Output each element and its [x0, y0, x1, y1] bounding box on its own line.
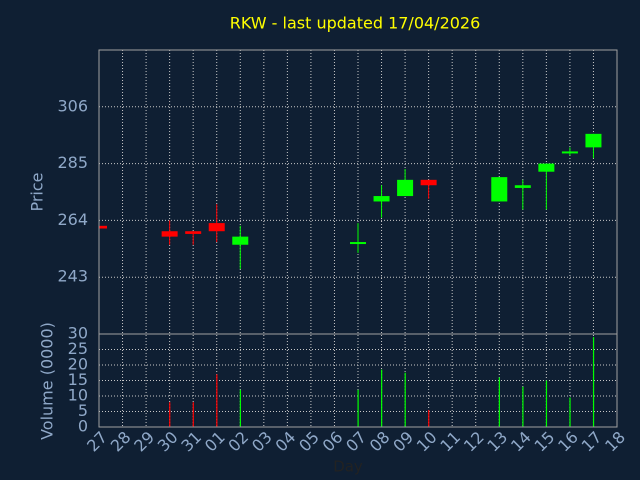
- volume-bar: [216, 374, 218, 427]
- x-axis-label: Day: [333, 458, 363, 476]
- candle-body: [350, 242, 366, 245]
- candle-body: [514, 185, 531, 188]
- volume-bar: [239, 389, 241, 427]
- candle-body: [185, 231, 202, 234]
- volume-bar: [381, 369, 383, 427]
- candle-body: [491, 177, 508, 202]
- candle-body: [99, 225, 107, 229]
- candle-body: [373, 196, 390, 202]
- volume-frame: [98, 333, 618, 428]
- volume-bar: [545, 380, 548, 427]
- candle-body: [208, 223, 225, 232]
- y-tick-label: 30: [68, 324, 88, 343]
- y-axis-label: Price: [28, 172, 47, 211]
- y-tick-label: 243: [57, 267, 88, 286]
- volume-bar: [428, 409, 430, 427]
- volume-bar: [569, 397, 571, 427]
- volume-bar: [357, 389, 359, 427]
- y-tick-label: 306: [57, 96, 88, 115]
- y-axis-label: Volume (0000): [38, 322, 57, 440]
- volume-bar: [192, 402, 194, 427]
- volume-bar: [404, 372, 406, 427]
- chart-title: RKW - last updated 17/04/2026: [230, 14, 481, 33]
- volume-bar: [522, 386, 524, 427]
- y-tick-label: 5: [78, 401, 88, 420]
- candle-body: [585, 133, 602, 148]
- volume-bar: [169, 402, 171, 427]
- y-tick-label: 20: [68, 355, 88, 374]
- volume-bar: [498, 377, 500, 427]
- y-tick-label: 285: [57, 153, 88, 172]
- y-tick-label: 25: [68, 339, 88, 358]
- candle-body: [561, 151, 578, 154]
- y-tick-label: 15: [68, 370, 88, 389]
- y-tick-label: 10: [68, 386, 88, 405]
- y-tick-label: 264: [57, 210, 88, 229]
- candle-body: [538, 163, 555, 172]
- y-tick-label: 0: [78, 417, 88, 436]
- candle-body: [232, 236, 249, 245]
- volume-bar: [592, 337, 595, 427]
- candle-body: [161, 231, 178, 237]
- candle-body: [397, 179, 414, 197]
- candle-body: [420, 179, 437, 186]
